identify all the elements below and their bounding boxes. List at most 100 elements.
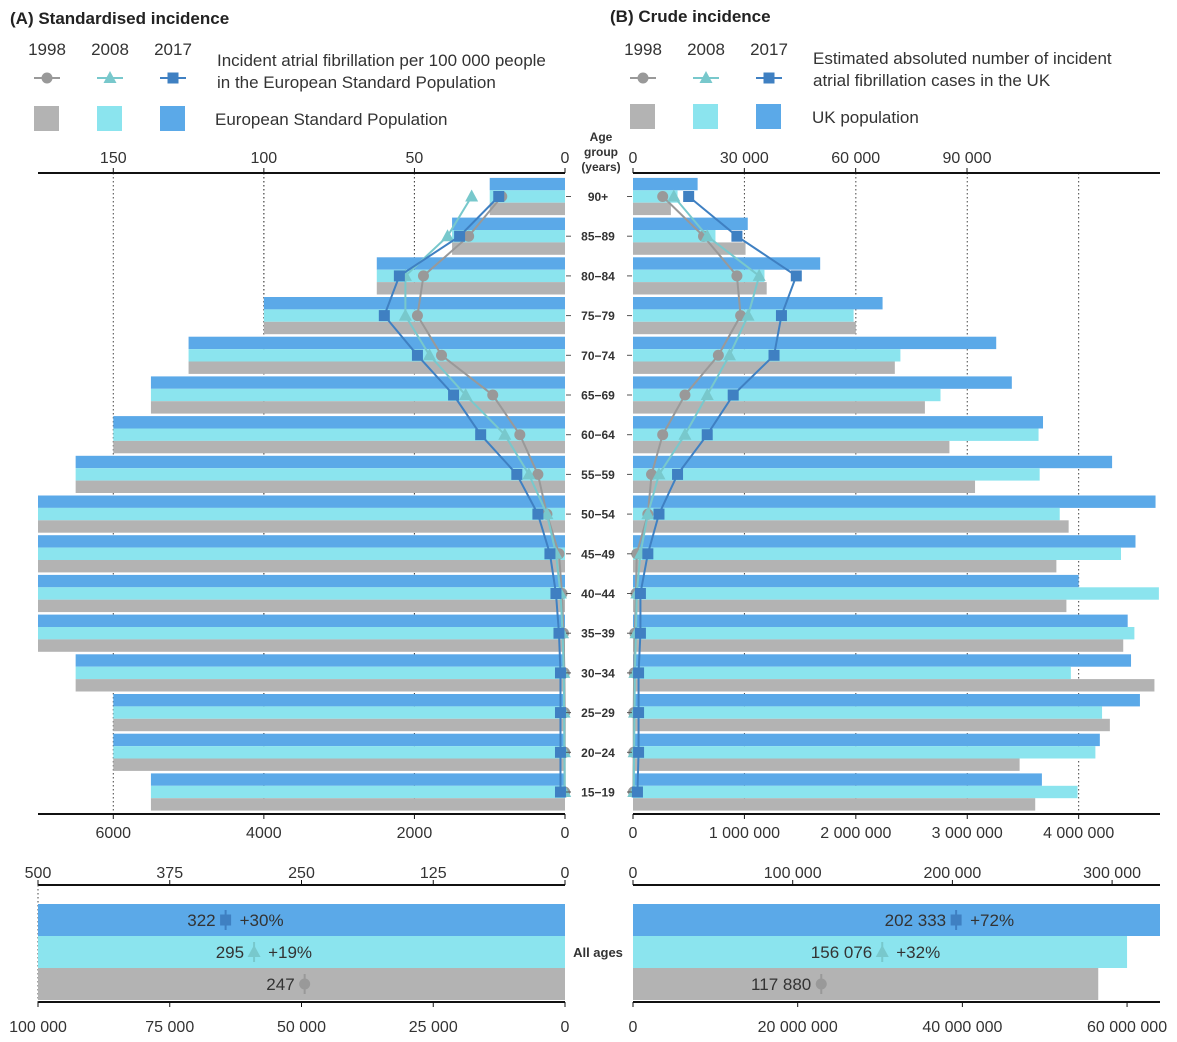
tick-label-a-top: 50 — [406, 150, 424, 167]
bar-a-2017-60-64 — [113, 416, 566, 429]
bar-b-2017-25-29 — [633, 694, 1140, 707]
tick-label-a-bottom: 6000 — [95, 825, 131, 842]
tick-label-all-a-bottom: 25 000 — [409, 1019, 458, 1036]
bar-b-2008-55-59 — [633, 468, 1040, 481]
panel-a-bars — [38, 177, 566, 811]
bar-b-2017-20-24 — [633, 733, 1100, 747]
marker-b-2008-85-89 — [700, 229, 714, 242]
marker-b-2008-90+ — [667, 189, 681, 202]
marker-b-2017-85-89 — [731, 230, 743, 242]
marker-a-2008-60-64 — [498, 427, 512, 440]
bar-b-2008-35-39 — [633, 627, 1135, 640]
marker-all-b-2017 — [950, 914, 962, 926]
tick-label-a-top: 100 — [251, 150, 278, 167]
bar-b-2017-15-19 — [633, 773, 1042, 786]
bar-a-2008-15-19 — [150, 785, 565, 799]
label-all-a-rate-2017: 322 — [187, 911, 215, 930]
tick-label-all-b-top: 300 000 — [1083, 865, 1141, 882]
marker-b-2017-55-59 — [672, 468, 684, 480]
marker-b-2017-70-74 — [768, 349, 780, 361]
bar-a-1998-85-89 — [452, 242, 565, 255]
bar-b-2008-80-84 — [633, 269, 765, 283]
bar-b-1998-65-69 — [633, 401, 925, 414]
all-ages-panel: 500 375 250 125 0 100 000 75 000 50 000 25 000 0 0… — [9, 865, 1167, 1036]
bar-a-2017-25-29 — [113, 694, 566, 707]
panel-b-legend: 1998 2008 2017 Estimated absoluted numbe… — [624, 40, 1112, 129]
bar-a-2008-85-89 — [452, 230, 565, 243]
bar-b-2008-25-29 — [633, 706, 1103, 719]
age-label-15-19: 15−19 — [581, 786, 615, 800]
bar-b-1998-75-79 — [633, 321, 856, 335]
marker-a-2008-75-79 — [398, 308, 412, 321]
marker-b-2017-40-44 — [634, 588, 646, 599]
bar-a-2017-65-69 — [150, 376, 565, 389]
tick-label-all-a-top: 375 — [156, 865, 183, 882]
bar-b-2017-40-44 — [633, 574, 1079, 588]
legend-a-markers — [34, 71, 186, 84]
marker-b-2017-50-54 — [653, 508, 665, 520]
bar-a-2008-60-64 — [113, 428, 566, 441]
bar-b-2008-45-49 — [633, 547, 1122, 560]
tick-label-b-top: 90 000 — [943, 150, 992, 167]
bar-a-2008-90+ — [489, 190, 565, 203]
bar-all-b-2017 — [633, 904, 1160, 936]
bar-b-1998-50-54 — [633, 520, 1069, 533]
bar-b-1998-60-64 — [633, 440, 950, 454]
marker-a-2017-15-19 — [554, 786, 566, 798]
bar-a-1998-70-74 — [188, 361, 566, 374]
tick-label-all-a-top: 250 — [288, 865, 315, 882]
marker-b-1998-90+ — [657, 191, 669, 202]
age-label-55-59: 55−59 — [581, 468, 615, 482]
marker-b-2017-25-29 — [633, 707, 645, 719]
marker-b-2017-60-64 — [701, 429, 713, 441]
marker-a-1998-65-69 — [487, 389, 499, 401]
legend-b-bar-text: UK population — [812, 108, 919, 127]
bar-a-2008-35-39 — [38, 627, 565, 640]
marker-a-2008-90+ — [465, 189, 479, 202]
panel-a-incidence-lines — [378, 189, 572, 798]
bar-a-2008-70-74 — [188, 349, 566, 362]
bar-a-2017-50-54 — [38, 495, 565, 508]
label-all-a-rate-1998: 247 — [266, 975, 294, 994]
bar-b-2017-30-34 — [633, 654, 1132, 667]
tick-label-a-top: 0 — [561, 150, 570, 167]
bar-b-2017-90+ — [633, 177, 698, 191]
marker-a-2017-85-89 — [454, 230, 466, 242]
marker-b-2008-60-64 — [678, 427, 692, 440]
marker-a-2008-65-69 — [459, 388, 473, 400]
bar-b-1998-20-24 — [633, 758, 1020, 771]
bar-a-2017-40-44 — [38, 574, 565, 588]
bar-b-2008-70-74 — [633, 349, 901, 362]
tick-label-all-b-bottom: 0 — [629, 1019, 638, 1036]
marker-a-1998-75-79 — [411, 310, 423, 322]
marker-a-2008-50-54 — [540, 507, 554, 520]
legend-marker-2008 — [103, 71, 117, 83]
legend-a-year-1998: 1998 — [28, 40, 66, 59]
bar-b-2017-35-39 — [633, 614, 1128, 627]
bar-a-1998-30-34 — [75, 679, 566, 692]
panel-b-bars — [633, 177, 1159, 811]
tick-label-all-b-top: 0 — [629, 865, 638, 882]
age-group-labels: 90+ 85−89 80−84 75−79 70−74 65−69 60−64 55−59 50… — [566, 190, 632, 800]
bar-a-2017-75-79 — [263, 297, 565, 310]
marker-b-1998-80-84 — [731, 270, 743, 282]
bar-b-2008-60-64 — [633, 428, 1039, 441]
bar-a-1998-90+ — [489, 202, 565, 216]
legend-b-year-1998: 1998 — [624, 40, 662, 59]
tick-label-all-a-bottom: 100 000 — [9, 1019, 67, 1036]
bar-b-2017-65-69 — [633, 376, 1012, 389]
marker-a-2017-80-84 — [393, 270, 405, 282]
tick-label-all-b-bottom: 40 000 000 — [922, 1019, 1002, 1036]
marker-a-1998-60-64 — [514, 429, 526, 441]
age-label-50-54: 50−54 — [581, 508, 615, 522]
age-label-30-34: 30−34 — [581, 666, 615, 680]
tick-label-all-b-top: 200 000 — [923, 865, 981, 882]
age-header-3: (years) — [581, 160, 620, 174]
bar-b-1998-35-39 — [633, 639, 1124, 652]
tick-label-b-bottom: 3 000 000 — [932, 825, 1003, 842]
panel-b-incidence-lines — [627, 189, 802, 798]
legend-marker-1998 — [41, 72, 53, 84]
bar-all-b-1998 — [633, 968, 1099, 1000]
bar-a-2017-80-84 — [376, 257, 565, 270]
tick-label-b-bottom: 4 000 000 — [1043, 825, 1114, 842]
